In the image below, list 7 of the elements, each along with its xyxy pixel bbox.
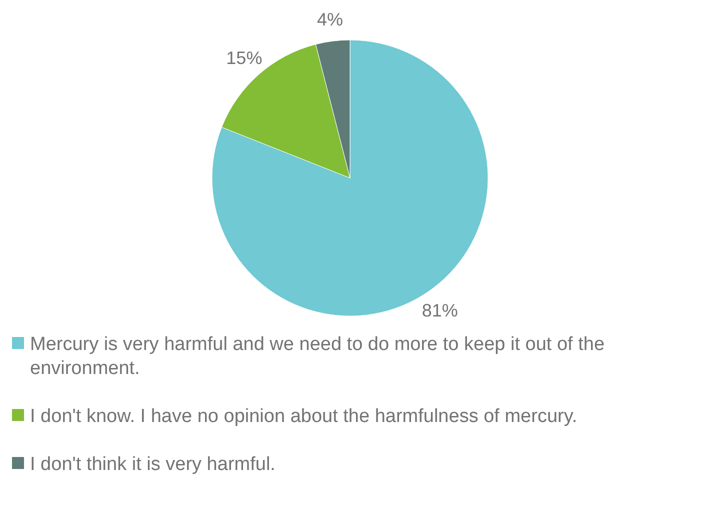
data-label: 81% [422, 300, 458, 320]
pie-slice [212, 40, 488, 316]
legend-label: I don't know. I have no opinion about the harmfulness of mercury. [30, 406, 578, 427]
legend-label: I don't think it is very harmful. [30, 454, 276, 475]
data-label: 15% [226, 48, 262, 68]
legend-label: Mercury is very harmful and we need to do more to keep it out of the environment. [30, 334, 605, 379]
data-label: 4% [316, 9, 343, 30]
